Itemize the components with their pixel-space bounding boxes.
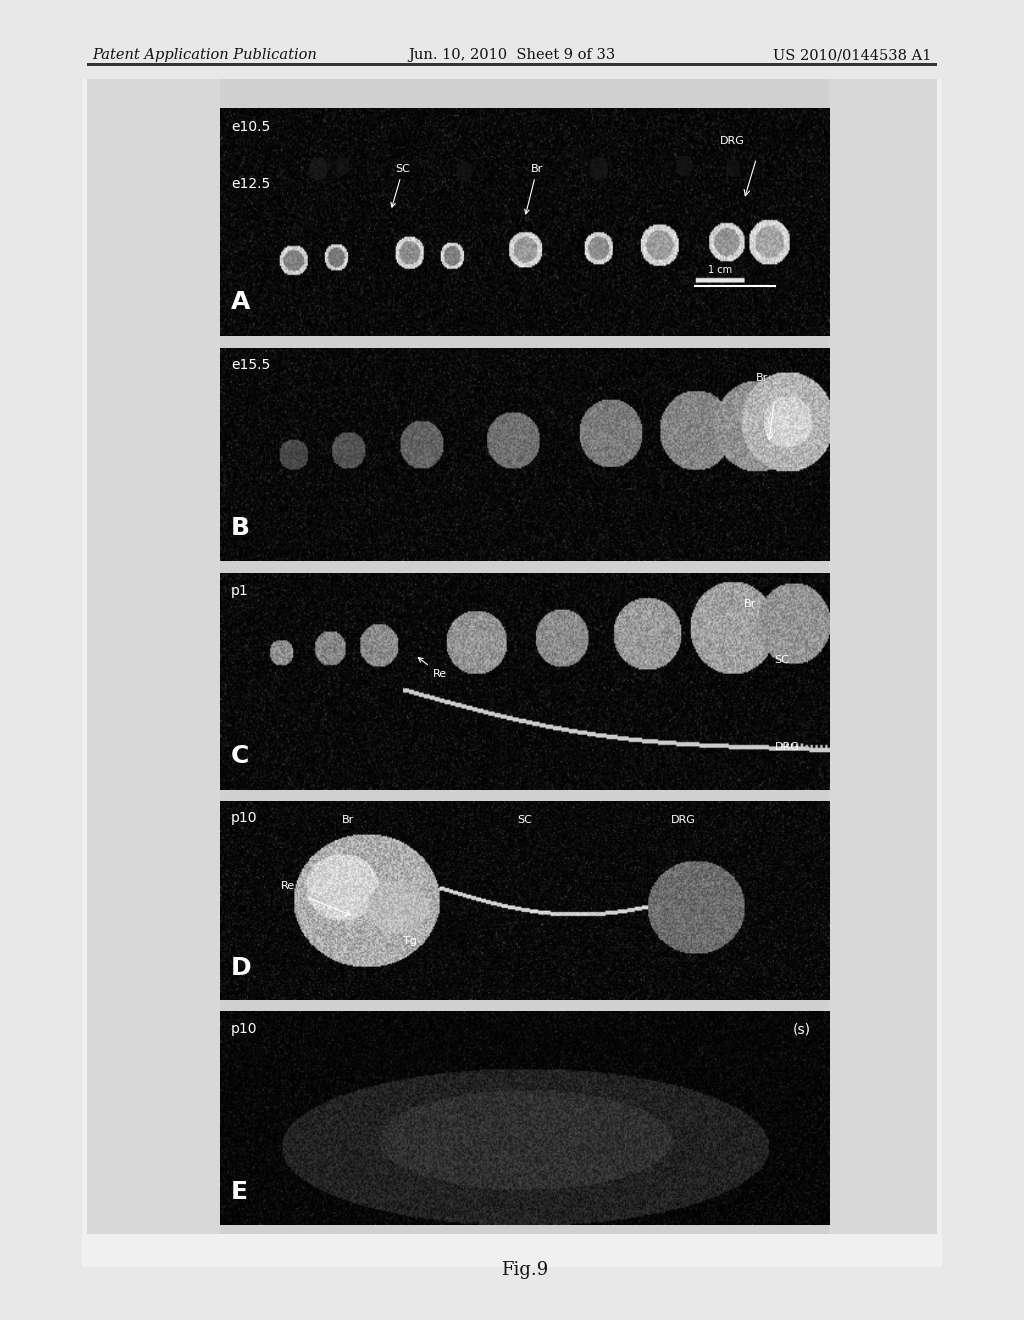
Text: Re: Re [419, 657, 446, 678]
Text: SC: SC [517, 814, 532, 825]
Text: Tg: Tg [403, 936, 417, 946]
Text: Re: Re [281, 880, 295, 891]
Text: p1: p1 [231, 583, 249, 598]
Text: Br: Br [744, 599, 757, 609]
Text: A: A [231, 289, 251, 314]
Text: e12.5: e12.5 [231, 177, 270, 190]
Text: DRG: DRG [774, 742, 800, 752]
Text: DRG: DRG [720, 136, 744, 145]
Text: C: C [231, 744, 250, 768]
Text: (s): (s) [794, 1022, 811, 1036]
Text: Br: Br [757, 374, 769, 383]
Text: p10: p10 [231, 1022, 258, 1036]
Text: e15.5: e15.5 [231, 359, 270, 372]
Text: Br: Br [342, 814, 354, 825]
Text: Jun. 10, 2010  Sheet 9 of 33: Jun. 10, 2010 Sheet 9 of 33 [409, 49, 615, 62]
Text: e10.5: e10.5 [231, 120, 270, 133]
Text: 1 cm: 1 cm [708, 265, 732, 275]
Text: SC: SC [391, 164, 411, 207]
Text: E: E [231, 1180, 248, 1204]
Text: Br: Br [524, 164, 543, 214]
Text: SC: SC [774, 655, 790, 665]
Text: DRG: DRG [671, 814, 696, 825]
Text: US 2010/0144538 A1: US 2010/0144538 A1 [773, 49, 932, 62]
Text: B: B [231, 516, 250, 540]
Text: p10: p10 [231, 810, 258, 825]
Text: D: D [231, 956, 252, 981]
Text: Fig.9: Fig.9 [501, 1261, 548, 1279]
Text: Patent Application Publication: Patent Application Publication [92, 49, 316, 62]
